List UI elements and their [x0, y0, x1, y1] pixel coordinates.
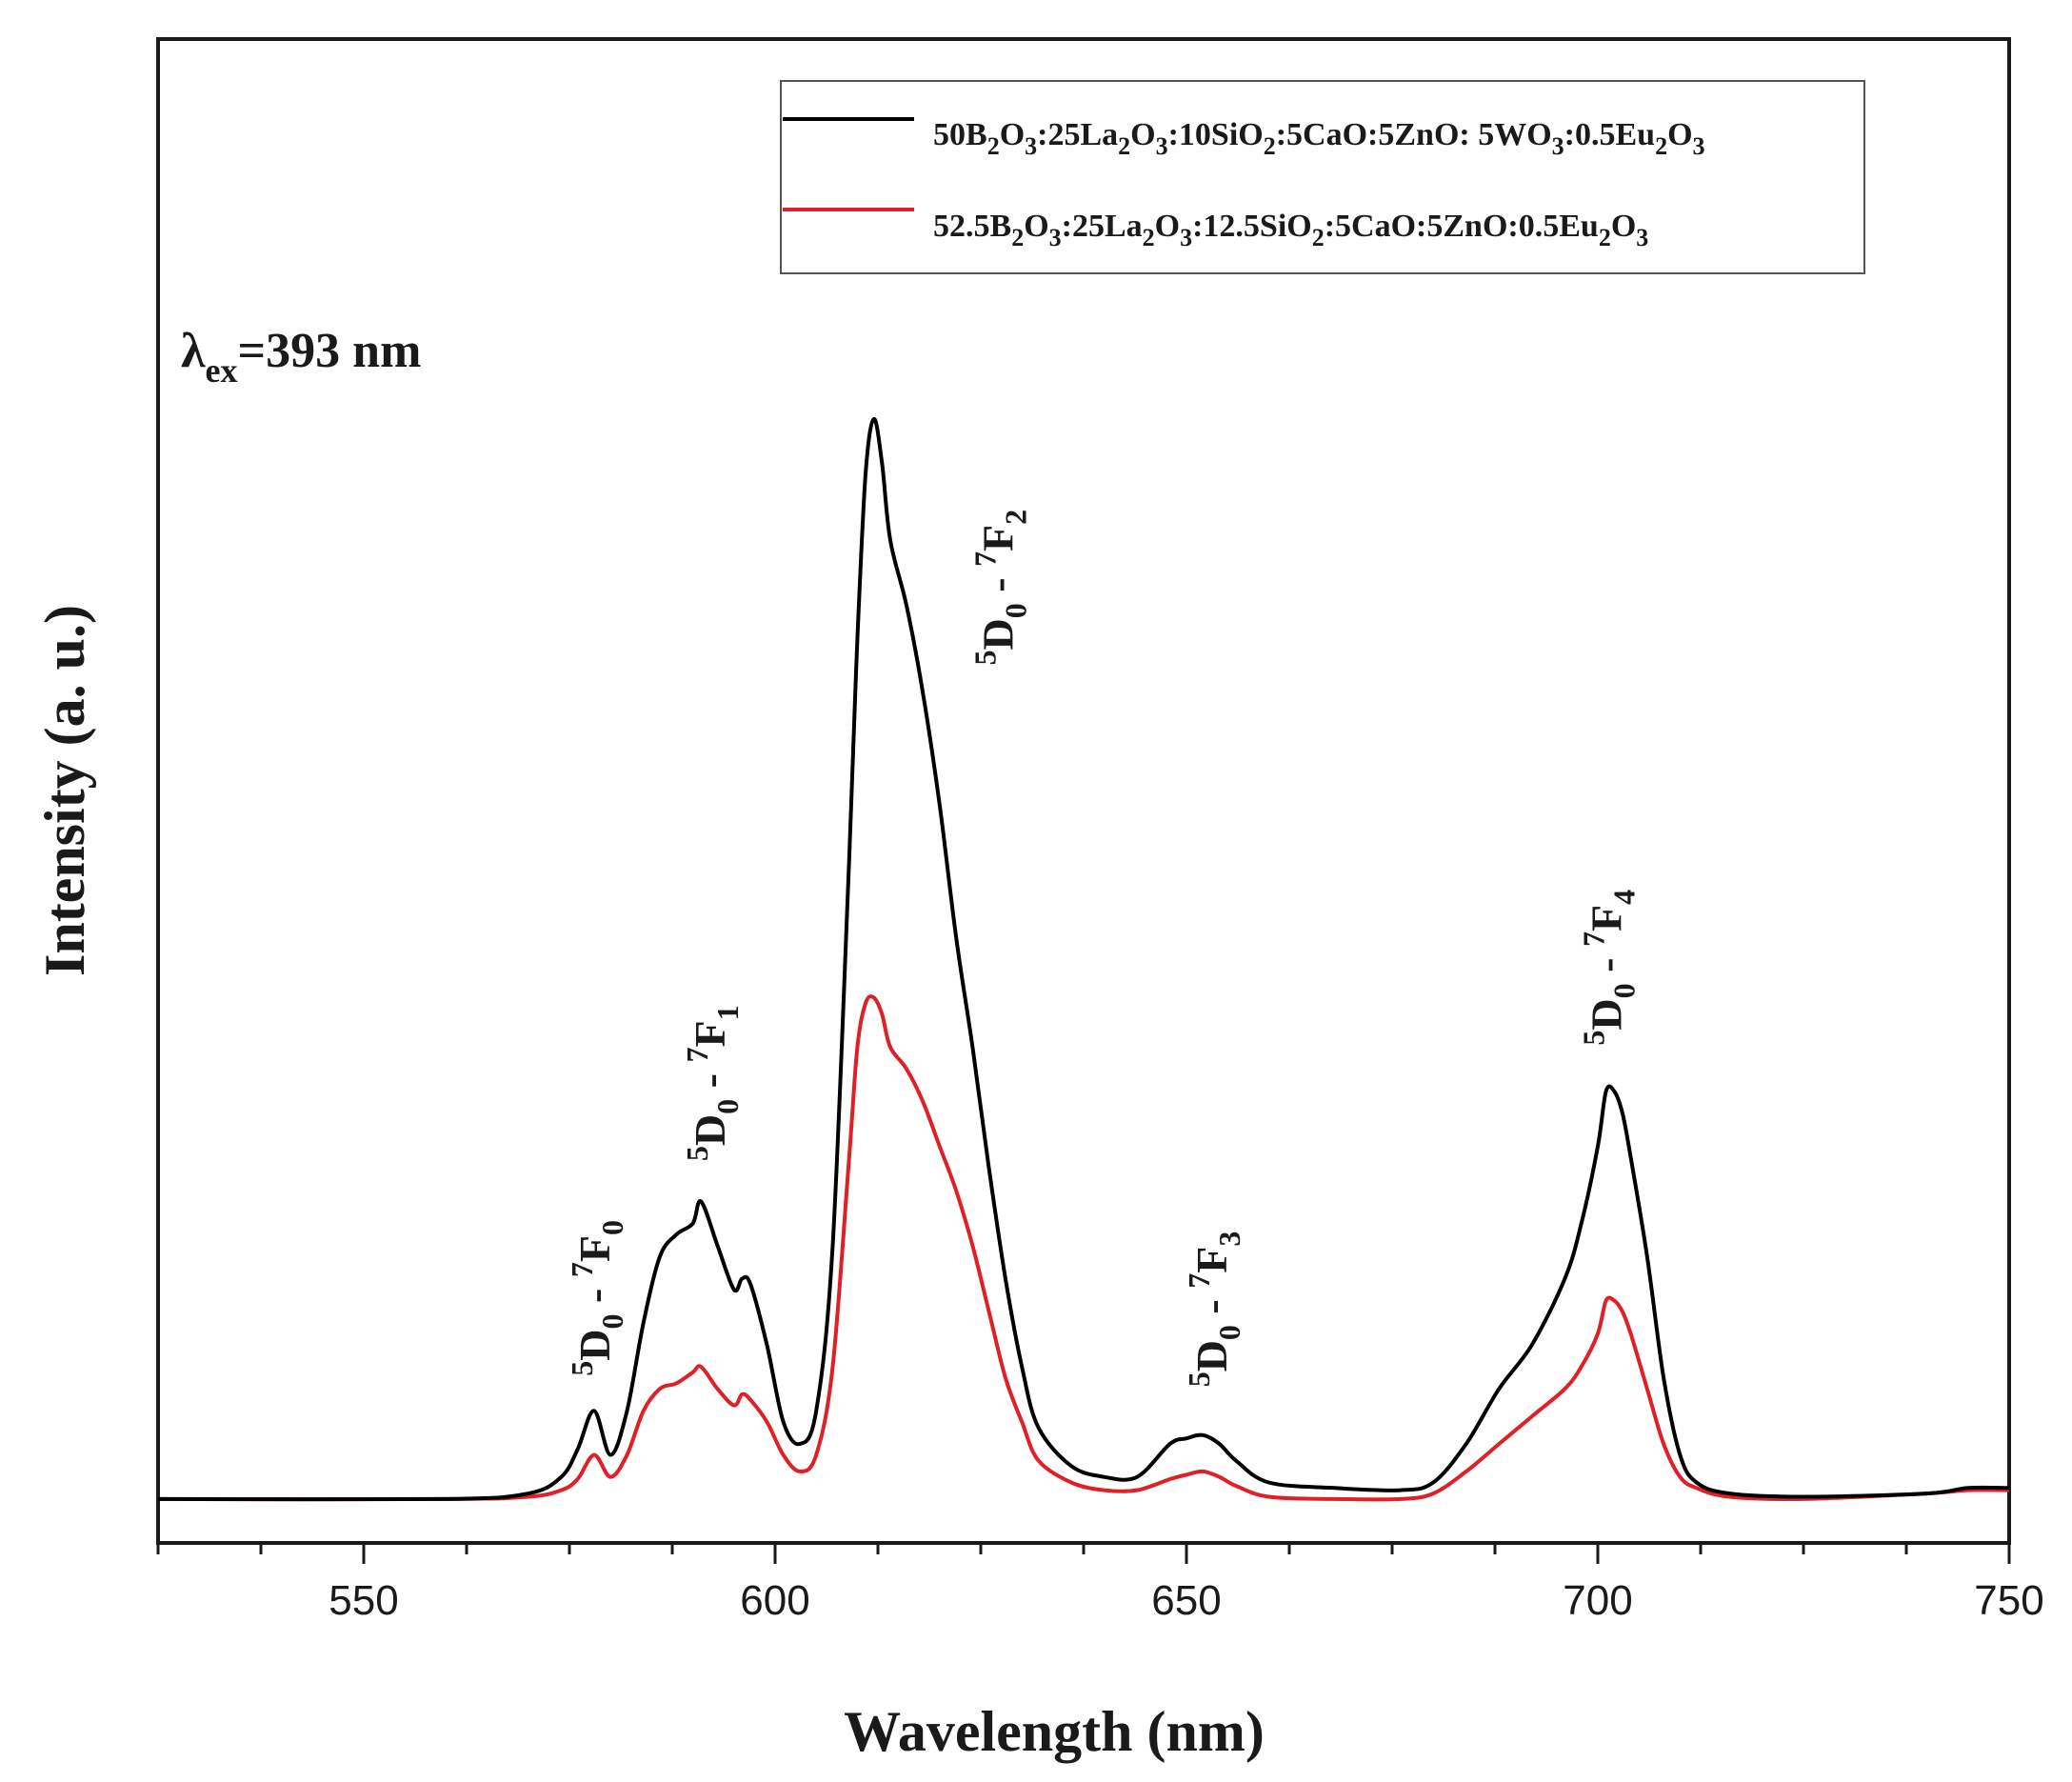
excitation-label: λex=393 nm	[181, 324, 421, 390]
x-tick-label: 600	[740, 1577, 809, 1624]
transition-label-2: 5D0 - 7F1	[680, 1005, 745, 1161]
x-tick-label: 650	[1151, 1577, 1221, 1624]
x-axis: 550 600 650 700 750	[156, 1543, 2044, 1624]
x-tick-label: 550	[329, 1577, 398, 1624]
svg-text:5D0 - 7F0: 5D0 - 7F0	[565, 1220, 629, 1376]
legend-label-series-1: 50B2O3:25La2O3:10SiO2:5CaO:5ZnO: 5WO3:0.…	[933, 117, 1705, 160]
transition-label-4: 5D0 - 7F3	[1182, 1231, 1246, 1388]
transition-label-3: 5D0 - 7F2	[967, 510, 1032, 666]
svg-text:5D0 - 7F2: 5D0 - 7F2	[967, 510, 1032, 666]
svg-text:5D0 - 7F3: 5D0 - 7F3	[1182, 1231, 1246, 1388]
x-tick-label: 750	[1974, 1577, 2043, 1624]
legend-box	[780, 80, 1865, 274]
series-line-1	[157, 416, 2010, 1502]
legend: 50B2O3:25La2O3:10SiO2:5CaO:5ZnO: 5WO3:0.…	[780, 80, 1865, 274]
svg-text:5D0 - 7F4: 5D0 - 7F4	[1577, 890, 1642, 1046]
transition-label-1: 5D0 - 7F0	[565, 1220, 629, 1376]
x-tick-label: 700	[1563, 1577, 1632, 1624]
series-layer	[157, 416, 2010, 1502]
series-line-2	[157, 994, 2010, 1502]
legend-label-series-2: 52.5B2O3:25La2O3:12.5SiO2:5CaO:5ZnO:0.5E…	[933, 209, 1648, 251]
transition-label-5: 5D0 - 7F4	[1577, 890, 1642, 1046]
transition-annotations: 5D0 - 7F0 5D0 - 7F1 5D0 - 7F2 5D0 - 7F3 5D0 …	[565, 510, 1642, 1387]
svg-text:5D0 - 7F1: 5D0 - 7F1	[680, 1005, 745, 1161]
y-axis-title: Intensity (a. u.)	[33, 605, 96, 976]
x-axis-title: Wavelength (nm)	[844, 1700, 1265, 1763]
